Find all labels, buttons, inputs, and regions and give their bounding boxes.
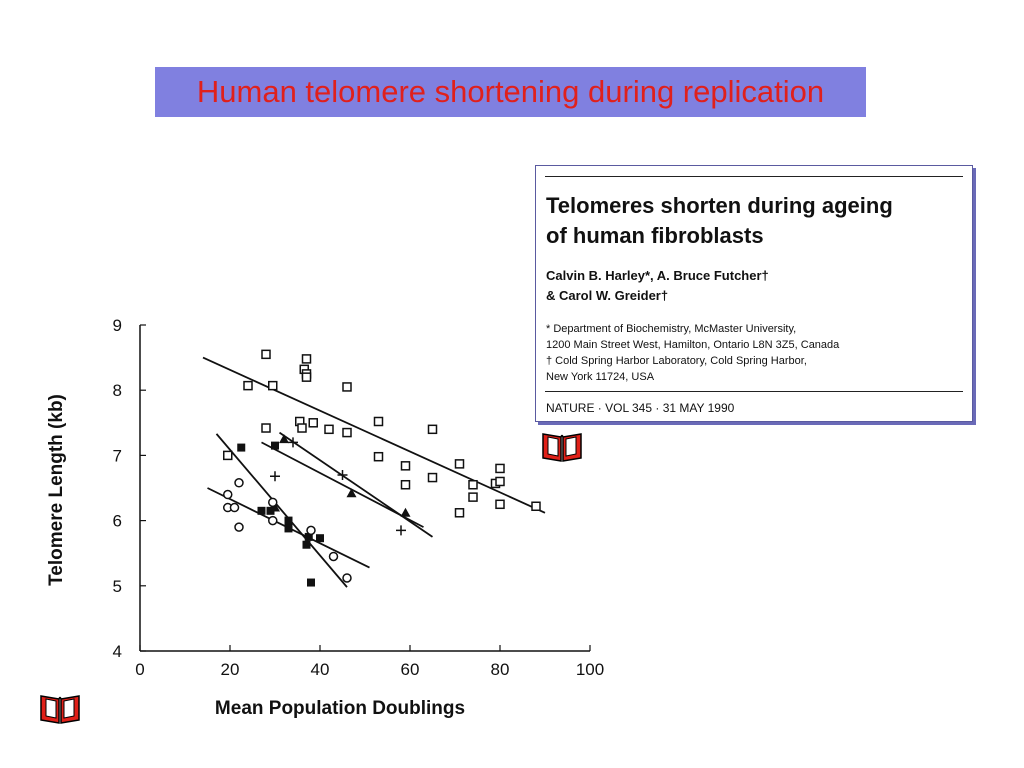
data-point [324, 424, 334, 435]
paper-title: Telomeres shorten during ageing of human… [546, 191, 966, 251]
data-point [223, 450, 233, 461]
y-axis-label: Telomere Length (kb) [46, 394, 67, 586]
data-point [223, 489, 233, 500]
y-tick-label: 4 [113, 642, 122, 661]
data-point [288, 437, 298, 448]
paper-title-line-2: of human fibroblasts [546, 223, 764, 248]
paper-authors: Calvin B. Harley*, A. Bruce Futcher† & C… [546, 266, 966, 306]
data-point [468, 492, 478, 502]
data-point [346, 488, 357, 498]
y-tick-label: 6 [113, 512, 122, 531]
data-point [261, 349, 271, 360]
data-point [328, 551, 339, 562]
data-point [400, 479, 411, 490]
slide-title-banner: Human telomere shortening during replica… [155, 67, 866, 117]
data-point [400, 461, 411, 471]
regression-line [278, 431, 434, 538]
data-point [268, 515, 278, 526]
paper-authors-line-1: Calvin B. Harley*, A. Bruce Futcher† [546, 268, 769, 283]
y-tick-label: 5 [113, 577, 122, 596]
data-point [342, 427, 352, 438]
y-tick-label: 8 [113, 381, 122, 400]
data-point [307, 578, 315, 587]
slide-title: Human telomere shortening during replica… [196, 74, 825, 109]
open-book-icon[interactable] [38, 690, 82, 726]
data-point [270, 471, 280, 482]
data-point [531, 501, 541, 512]
data-point [302, 540, 311, 549]
y-tick-label: 9 [113, 316, 122, 335]
paper-affil-line-2: 1200 Main Street West, Hamilton, Ontario… [546, 339, 840, 351]
data-point [468, 479, 478, 490]
x-tick-label: 40 [311, 660, 330, 679]
x-tick-label: 80 [491, 660, 510, 679]
paper-title-line-1: Telomeres shorten during ageing [546, 193, 893, 218]
paper-affiliations: * Department of Biochemistry, McMaster U… [546, 321, 966, 385]
data-point [373, 451, 384, 462]
data-point [400, 507, 411, 517]
data-point [237, 443, 246, 452]
paper-journal-citation: NATURE · VOL 345 · 31 MAY 1990 [546, 401, 735, 415]
data-point [279, 434, 289, 444]
y-tick-label: 7 [113, 446, 122, 465]
x-tick-label: 20 [221, 660, 240, 679]
data-point [373, 416, 384, 427]
open-book-icon[interactable] [540, 428, 584, 464]
data-point [495, 476, 505, 487]
data-point [308, 418, 318, 428]
data-point [342, 382, 352, 392]
paper-top-rule [545, 176, 963, 177]
data-point [234, 522, 244, 532]
data-point [243, 380, 253, 391]
x-tick-label: 60 [401, 660, 420, 679]
data-point [316, 534, 324, 543]
x-tick-label: 100 [576, 660, 604, 679]
paper-citation-box: Telomeres shorten during ageing of human… [535, 165, 973, 422]
data-point [229, 502, 240, 513]
data-point [234, 478, 244, 488]
data-point [495, 463, 505, 474]
regression-line [207, 487, 370, 569]
paper-affil-line-3: † Cold Spring Harbor Laboratory, Cold Sp… [546, 355, 807, 367]
data-point [337, 469, 348, 480]
data-point [454, 508, 465, 518]
data-point [261, 423, 271, 433]
paper-affil-line-1: * Department of Biochemistry, McMaster U… [546, 323, 797, 335]
data-point [427, 424, 438, 435]
data-point [301, 354, 312, 364]
data-point [396, 525, 406, 536]
data-point [271, 441, 279, 450]
data-point [454, 459, 465, 469]
regression-line [215, 433, 348, 588]
paper-affil-line-4: New York 11724, USA [546, 371, 655, 383]
data-point [268, 497, 278, 508]
data-point [306, 525, 316, 536]
x-tick-label: 0 [135, 660, 144, 679]
data-point [297, 423, 307, 433]
data-point [257, 506, 266, 515]
data-point [301, 372, 312, 382]
data-point [284, 516, 293, 525]
paper-authors-line-2: & Carol W. Greider† [546, 288, 669, 303]
paper-bottom-rule [545, 391, 963, 392]
x-axis-label: Mean Population Doublings [215, 698, 465, 719]
regression-line [202, 356, 546, 514]
data-point [427, 472, 438, 483]
data-point [266, 506, 275, 515]
data-point [342, 573, 352, 583]
data-point [495, 499, 505, 510]
data-point [268, 380, 278, 391]
